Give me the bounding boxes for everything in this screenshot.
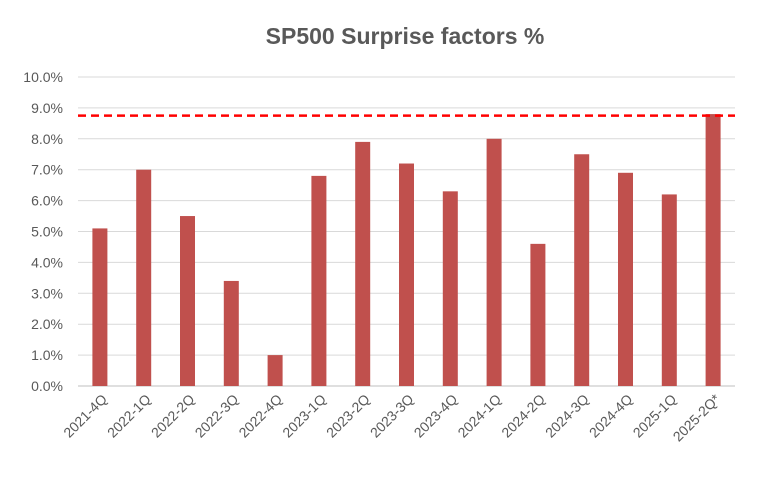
y-tick-label: 1.0% [31, 347, 63, 363]
bar [486, 138, 502, 386]
bar [442, 191, 458, 386]
x-axis-ticks: 2021-4Q2022-1Q2022-2Q2022-3Q2022-4Q2023-… [60, 390, 723, 444]
bar [574, 154, 590, 386]
y-tick-label: 5.0% [31, 224, 63, 240]
y-tick-label: 10.0% [23, 69, 63, 85]
bar [530, 243, 546, 386]
y-tick-label: 7.0% [31, 162, 63, 178]
y-tick-label: 8.0% [31, 131, 63, 147]
bar [661, 194, 677, 386]
x-tick-label: 2023-3Q [367, 391, 417, 441]
x-tick-label: 2024-2Q [498, 391, 548, 441]
chart-title: SP500 Surprise factors % [266, 23, 545, 49]
y-tick-label: 0.0% [31, 378, 63, 394]
bar [355, 141, 371, 386]
y-tick-label: 6.0% [31, 193, 63, 209]
y-axis-ticks: 0.0% 1.0% 2.0% 3.0% 4.0% 5.0% 6.0% 7.0% 8.0% 9.0%… [23, 69, 63, 394]
bar [399, 163, 414, 386]
x-tick-label: 2022-4Q [235, 391, 285, 441]
x-tick-label: 2022-3Q [192, 391, 242, 441]
x-tick-label: 2024-1Q [454, 391, 504, 441]
bar [618, 172, 633, 386]
x-tick-label: 2024-4Q [586, 391, 636, 441]
x-tick-label: 2022-2Q [148, 391, 198, 441]
bar [705, 114, 721, 386]
y-tick-label: 2.0% [31, 316, 63, 332]
bar [136, 169, 152, 386]
x-tick-label: 2023-2Q [323, 391, 373, 441]
bar [180, 216, 195, 386]
bar [223, 280, 239, 386]
bar [267, 355, 283, 386]
y-tick-label: 9.0% [31, 100, 63, 116]
y-tick-label: 4.0% [31, 254, 63, 270]
x-tick-label: 2022-1Q [104, 391, 154, 441]
x-tick-label: 2025-2Q* [670, 390, 724, 444]
x-tick-label: 2024-3Q [542, 391, 592, 441]
x-tick-label: 2023-1Q [279, 391, 329, 441]
x-tick-label: 2021-4Q [60, 391, 110, 441]
bar [92, 228, 108, 386]
bar [311, 175, 327, 386]
y-tick-label: 3.0% [31, 285, 63, 301]
bars [92, 114, 721, 386]
x-tick-label: 2023-4Q [411, 391, 461, 441]
